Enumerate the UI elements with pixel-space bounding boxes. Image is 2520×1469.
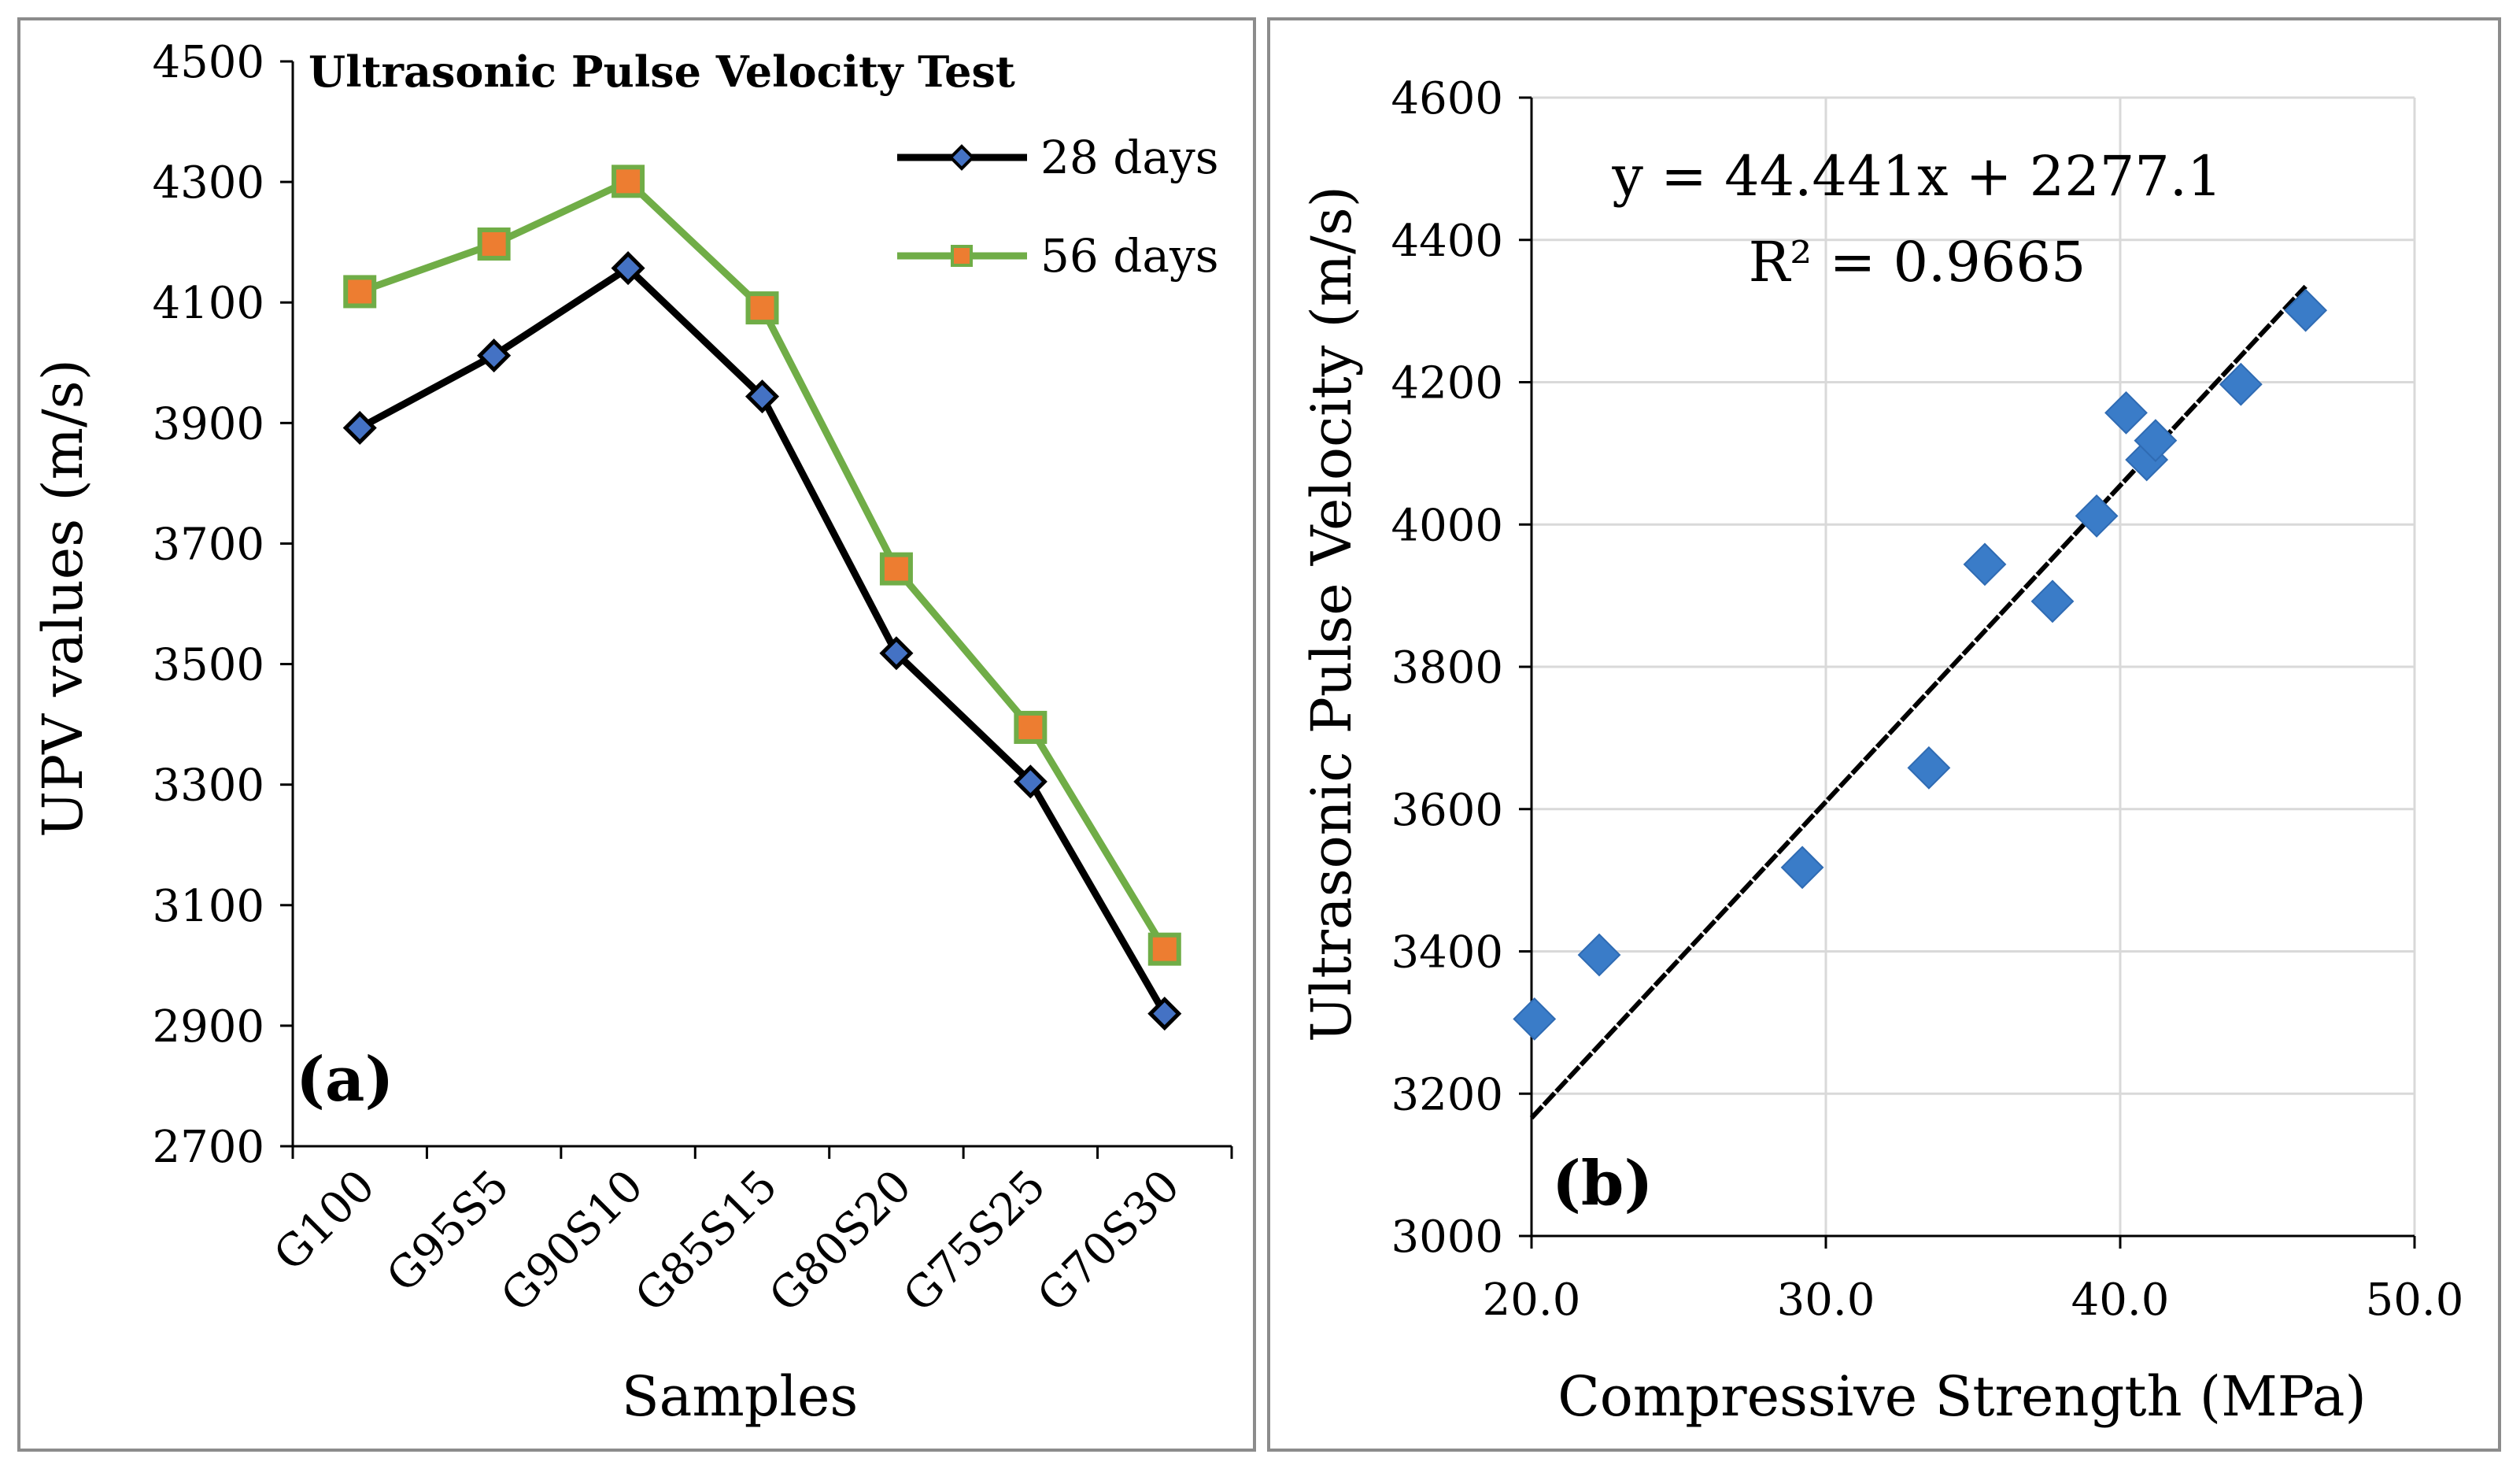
panel-a-y-tick-label: 4500 <box>152 37 264 88</box>
panel-b-scatter-chart: 3000 3200 3400 3600 3800 4000 4200 4400 4600 20.… <box>1299 73 2463 1429</box>
panel-a-y-tick-label: 3300 <box>152 760 264 812</box>
marker-28-days <box>342 410 377 445</box>
panel-b-y-tick-label: 3000 <box>1391 1212 1503 1263</box>
marker-56-days <box>1147 932 1181 966</box>
panel-a-tag: (a) <box>296 1044 394 1116</box>
panel-b-x-tick-label: 50.0 <box>2366 1275 2464 1326</box>
trendline-equation: y = 44.441x + 2277.1 <box>1611 144 2222 209</box>
panel-b-gridlines <box>1532 96 2416 1236</box>
marker-56-days <box>612 165 645 198</box>
marker-56-days <box>343 275 377 309</box>
scatter-point <box>1513 997 1557 1041</box>
panel-b-tag: (b) <box>1552 1148 1653 1219</box>
panel-b-y-tick-label: 4200 <box>1391 358 1503 409</box>
panel-a-frame <box>17 17 1256 1452</box>
panel-a-y-tick-label: 3900 <box>152 398 264 450</box>
marker-56-days <box>879 552 913 586</box>
panel-a-series-markers <box>342 165 1182 1031</box>
panel-a-y-tick-label: 3700 <box>152 519 264 570</box>
panel-b-x-axis-label: Compressive Strength (MPa) <box>1557 1364 2367 1429</box>
scatter-point <box>2134 419 2178 463</box>
panel-b-frame <box>1267 17 2501 1452</box>
scatter-point <box>2075 494 2119 538</box>
scatter-point <box>2284 288 2328 332</box>
panel-a-legend: 28 days 56 days <box>897 131 1218 283</box>
panel-b-y-tick-label: 4000 <box>1391 500 1503 551</box>
marker-28-days <box>1013 764 1048 799</box>
legend-56-days-label: 56 days <box>1040 229 1218 283</box>
panel-a-y-ticks: 2700 2900 3100 3300 3500 3700 3900 4100 4300 4500 <box>152 37 293 1173</box>
panel-a-y-tick-label: 2700 <box>152 1122 264 1173</box>
panel-b-x-tick-label: 40.0 <box>2071 1275 2170 1326</box>
scatter-point <box>2104 390 2148 435</box>
panel-b-x-tick-label: 20.0 <box>1483 1275 1581 1326</box>
scatter-point <box>1907 746 1951 790</box>
panel-a-y-axis-label: UPV values (m/s) <box>31 359 95 838</box>
marker-56-days <box>745 291 779 325</box>
panel-b-trendline <box>1529 284 2308 1120</box>
panel-b-x-ticks: 20.0 30.0 40.0 50.0 <box>1483 1236 2464 1326</box>
marker-28-days <box>879 636 914 671</box>
panel-a-x-axis-label: Samples <box>622 1364 859 1429</box>
panel-b-x-tick-label: 30.0 <box>1777 1275 1875 1326</box>
panel-b-points <box>1513 288 2328 1041</box>
panel-a-y-tick-label: 2900 <box>152 1001 264 1053</box>
panel-b-y-tick-label: 3200 <box>1391 1069 1503 1120</box>
panel-a-y-tick-label: 4100 <box>152 278 264 329</box>
panel-b-y-axis-label: Ultrasonic Pulse Velocity (m/s) <box>1299 186 1364 1042</box>
marker-28-days <box>477 339 512 373</box>
panel-a-y-tick-label: 4300 <box>152 157 264 209</box>
r-squared-label: R² = 0.9665 <box>1749 230 2086 294</box>
scatter-point <box>1780 846 1824 890</box>
marker-28-days <box>1147 997 1182 1031</box>
panel-b-y-tick-label: 3800 <box>1391 642 1503 694</box>
panel-b-y-tick-label: 3400 <box>1391 927 1503 979</box>
marker-56-days <box>1014 710 1048 744</box>
panel-b-y-ticks: 3000 3200 3400 3600 3800 4000 4200 4400 4600 <box>1391 73 1532 1263</box>
panel-b-y-tick-label: 4400 <box>1391 216 1503 267</box>
legend-56-days-marker <box>951 245 973 267</box>
panel-b-y-tick-label: 3600 <box>1391 785 1503 836</box>
scatter-point <box>1577 933 1621 977</box>
legend-28-days-marker <box>948 144 975 171</box>
scatter-point <box>2030 579 2075 623</box>
marker-28-days <box>745 379 780 414</box>
panel-a-y-tick-label: 3100 <box>152 881 264 932</box>
marker-56-days <box>477 227 511 261</box>
marker-28-days <box>611 251 645 286</box>
panel-a-y-tick-label: 3500 <box>152 640 264 691</box>
scatter-point <box>2219 362 2263 406</box>
panel-a-title: Ultrasonic Pulse Velocity Test <box>309 46 1015 97</box>
scatter-point <box>1963 542 2007 586</box>
legend-28-days-label: 28 days <box>1040 131 1218 184</box>
panel-b-y-tick-label: 4600 <box>1391 73 1503 124</box>
